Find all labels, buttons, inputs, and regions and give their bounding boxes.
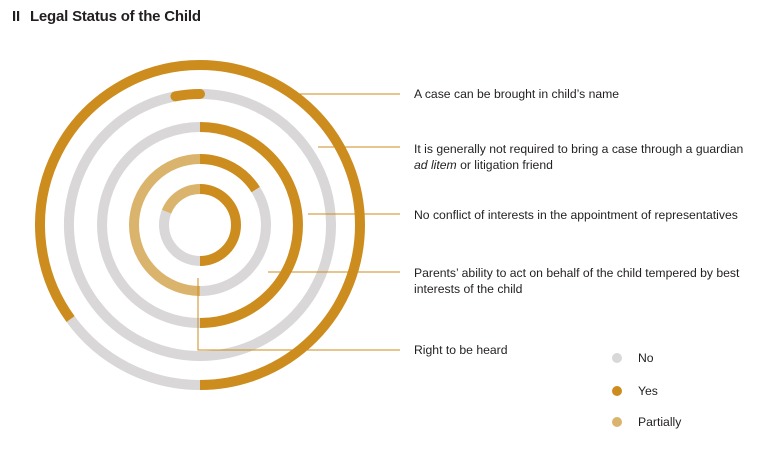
legend-dot-no bbox=[612, 353, 622, 363]
ring-3-segment-1-yes bbox=[199, 122, 303, 328]
ring-1 bbox=[35, 60, 365, 390]
section-number: II bbox=[12, 8, 20, 25]
ring-2-segment-2-yes bbox=[170, 89, 205, 102]
ring-4-segment-2-no bbox=[199, 186, 271, 296]
label-guardian-ad-litem-italic: ad litem bbox=[414, 158, 457, 172]
ring-4-segment-3-partially bbox=[129, 154, 201, 296]
page-title: II Legal Status of the Child bbox=[12, 8, 201, 25]
label-guardian-text-c: or litigation friend bbox=[456, 158, 553, 172]
ring-5-segment-3-partially bbox=[161, 184, 201, 214]
label-guardian-ad-litem: It is generally not required to bring a … bbox=[414, 141, 759, 173]
label-guardian-text-a: It is generally not required to bring a … bbox=[414, 142, 744, 156]
ring-2-segment-1-no bbox=[63, 89, 336, 361]
ring-2 bbox=[63, 89, 336, 361]
label-case-in-childs-name: A case can be brought in child’s name bbox=[414, 87, 620, 101]
section-title: Legal Status of the Child bbox=[29, 8, 201, 25]
label-right-to-be-heard: Right to be heard bbox=[414, 343, 508, 357]
ring-3 bbox=[97, 122, 303, 328]
legend-dot-partially bbox=[612, 417, 622, 427]
ring-4-segment-1-yes bbox=[199, 154, 260, 193]
leader-line-5 bbox=[197, 278, 400, 351]
legend-dot-yes bbox=[612, 386, 622, 396]
label-parents-ability: Parents’ ability to act on behalf of the… bbox=[414, 266, 740, 296]
ring-1-segment-2-no bbox=[66, 316, 201, 390]
legend-label-no: No bbox=[638, 351, 654, 365]
legend-label-partially: Partially bbox=[638, 415, 682, 429]
ring-1-segment-1-yes bbox=[199, 60, 365, 390]
ring-5-segment-2-no bbox=[159, 209, 201, 266]
label-no-conflict-of-interests: No conflict of interests in the appointm… bbox=[414, 208, 738, 222]
legend-label-yes: Yes bbox=[638, 384, 658, 398]
ring-1-segment-3-yes bbox=[35, 60, 201, 322]
ring-3-segment-2-no bbox=[97, 122, 201, 328]
ring-5-segment-1-yes bbox=[199, 184, 241, 266]
ring-5 bbox=[159, 184, 241, 266]
ring-4 bbox=[129, 154, 271, 296]
